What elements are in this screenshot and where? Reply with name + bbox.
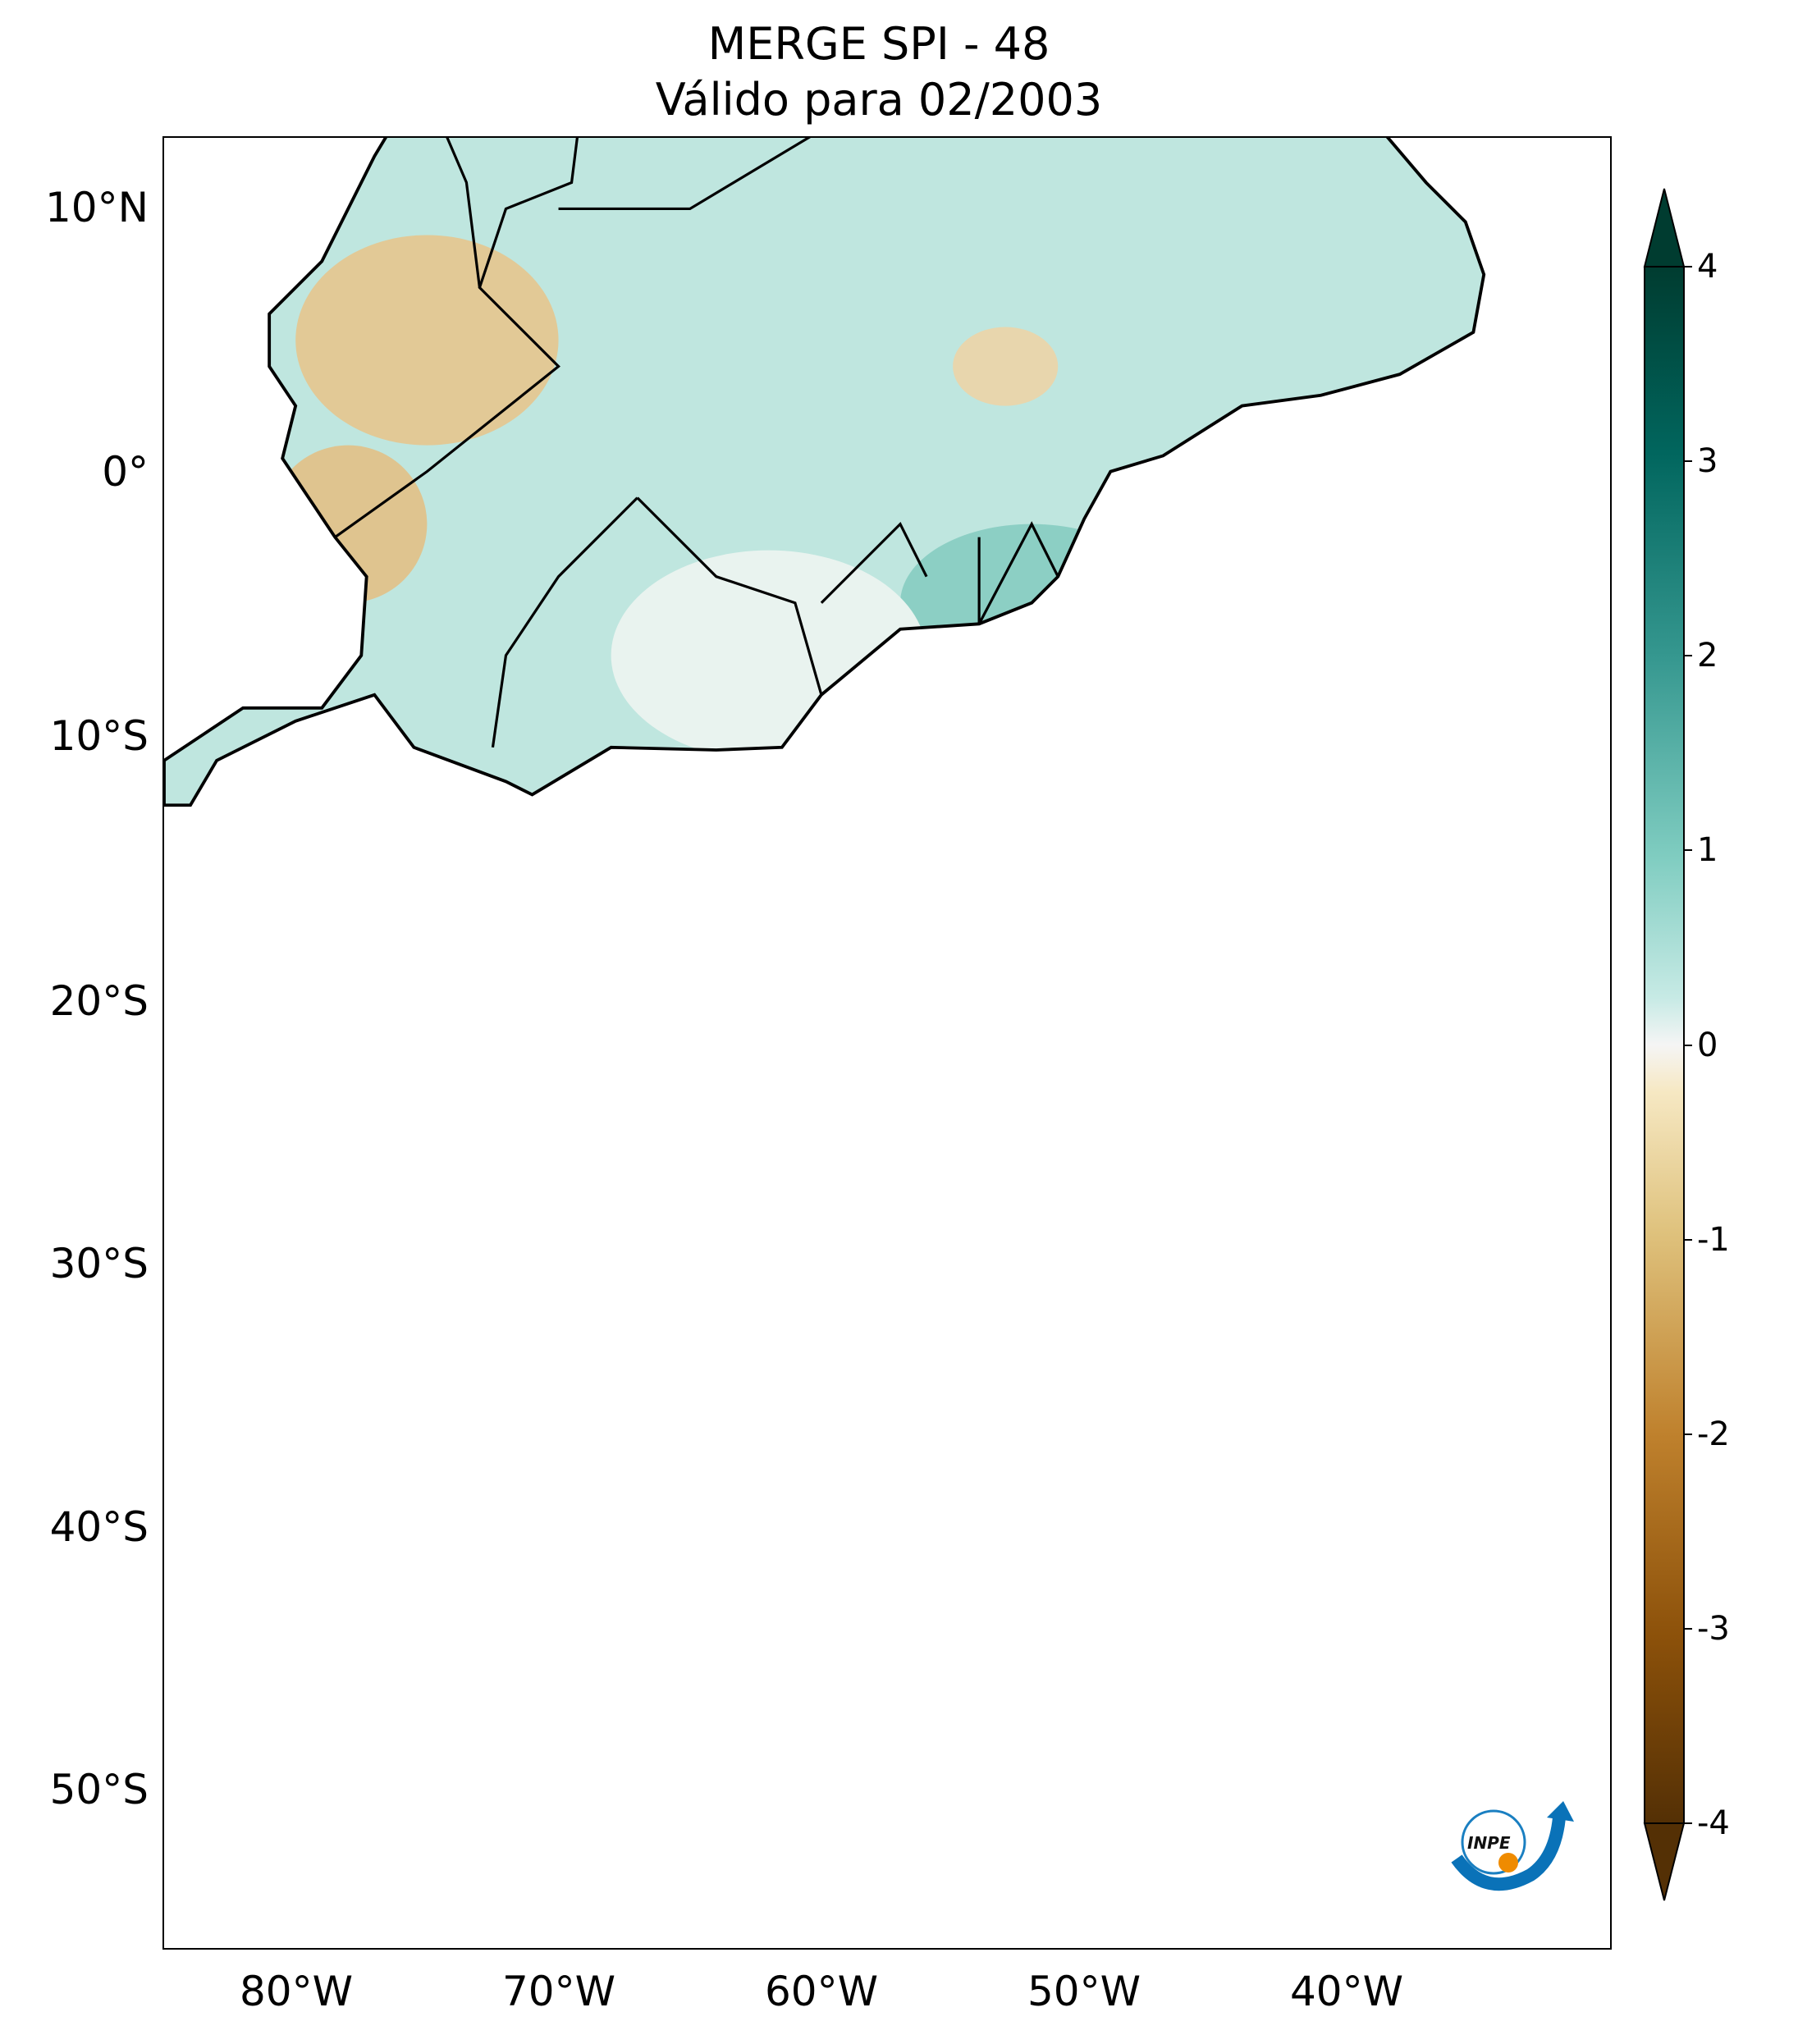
colorbar-tick-label: -4	[1697, 1804, 1730, 1842]
country-borders	[334, 138, 1059, 748]
colorbar-tick-mark	[1684, 460, 1692, 463]
colorbar-tick-mark	[1684, 1433, 1692, 1435]
lat-tick-label: 0°	[102, 448, 149, 496]
lat-tick-label: 20°S	[49, 977, 149, 1025]
lat-tick-label: 10°S	[49, 712, 149, 760]
colorbar-tick-label: 4	[1697, 248, 1718, 286]
spi-field	[164, 138, 1485, 806]
colorbar-tick-label: 3	[1697, 442, 1718, 481]
colorbar-min-extend	[1643, 1822, 1686, 1901]
map-subtitle: Válido para 02/2003	[655, 74, 1103, 126]
lon-tick-label: 40°W	[1289, 1968, 1404, 2015]
map-title: MERGE SPI - 48	[707, 18, 1050, 70]
colorbar-tick-mark	[1684, 1238, 1692, 1241]
lon-tick-label: 50°W	[1027, 1968, 1141, 2015]
colorbar-tick-mark	[1684, 655, 1692, 657]
colorbar-tick-mark	[1684, 1627, 1692, 1630]
south-america-map	[164, 138, 1610, 1948]
lat-tick-label: 50°S	[49, 1766, 149, 1813]
colorbar	[1643, 188, 1686, 1901]
colorbar-tick-label: -2	[1697, 1415, 1730, 1453]
colorbar-tick-mark	[1684, 266, 1692, 268]
lat-tick-label: 30°S	[49, 1240, 149, 1287]
logo-text: INPE	[1467, 1833, 1511, 1853]
colorbar-tick-label: -3	[1697, 1609, 1730, 1648]
colorbar-tick-label: 2	[1697, 637, 1718, 675]
lon-tick-label: 60°W	[764, 1968, 879, 2015]
colorbar-tick-mark	[1684, 1822, 1692, 1824]
colorbar-tick-label: -1	[1697, 1220, 1730, 1259]
lon-tick-label: 80°W	[239, 1968, 354, 2015]
lat-tick-label: 40°S	[49, 1503, 149, 1551]
colorbar-max-extend	[1643, 188, 1686, 268]
colorbar-tick-label: 0	[1697, 1026, 1718, 1064]
colorbar-tick-label: 1	[1697, 831, 1718, 870]
inpe-logo: INPE	[1451, 1801, 1574, 1891]
colorbar-tick-mark	[1684, 849, 1692, 852]
lon-tick-label: 70°W	[501, 1968, 616, 2015]
map-frame	[162, 136, 1612, 1950]
colorbar-tick-mark	[1684, 1044, 1692, 1046]
lat-tick-label: 10°N	[44, 184, 149, 231]
